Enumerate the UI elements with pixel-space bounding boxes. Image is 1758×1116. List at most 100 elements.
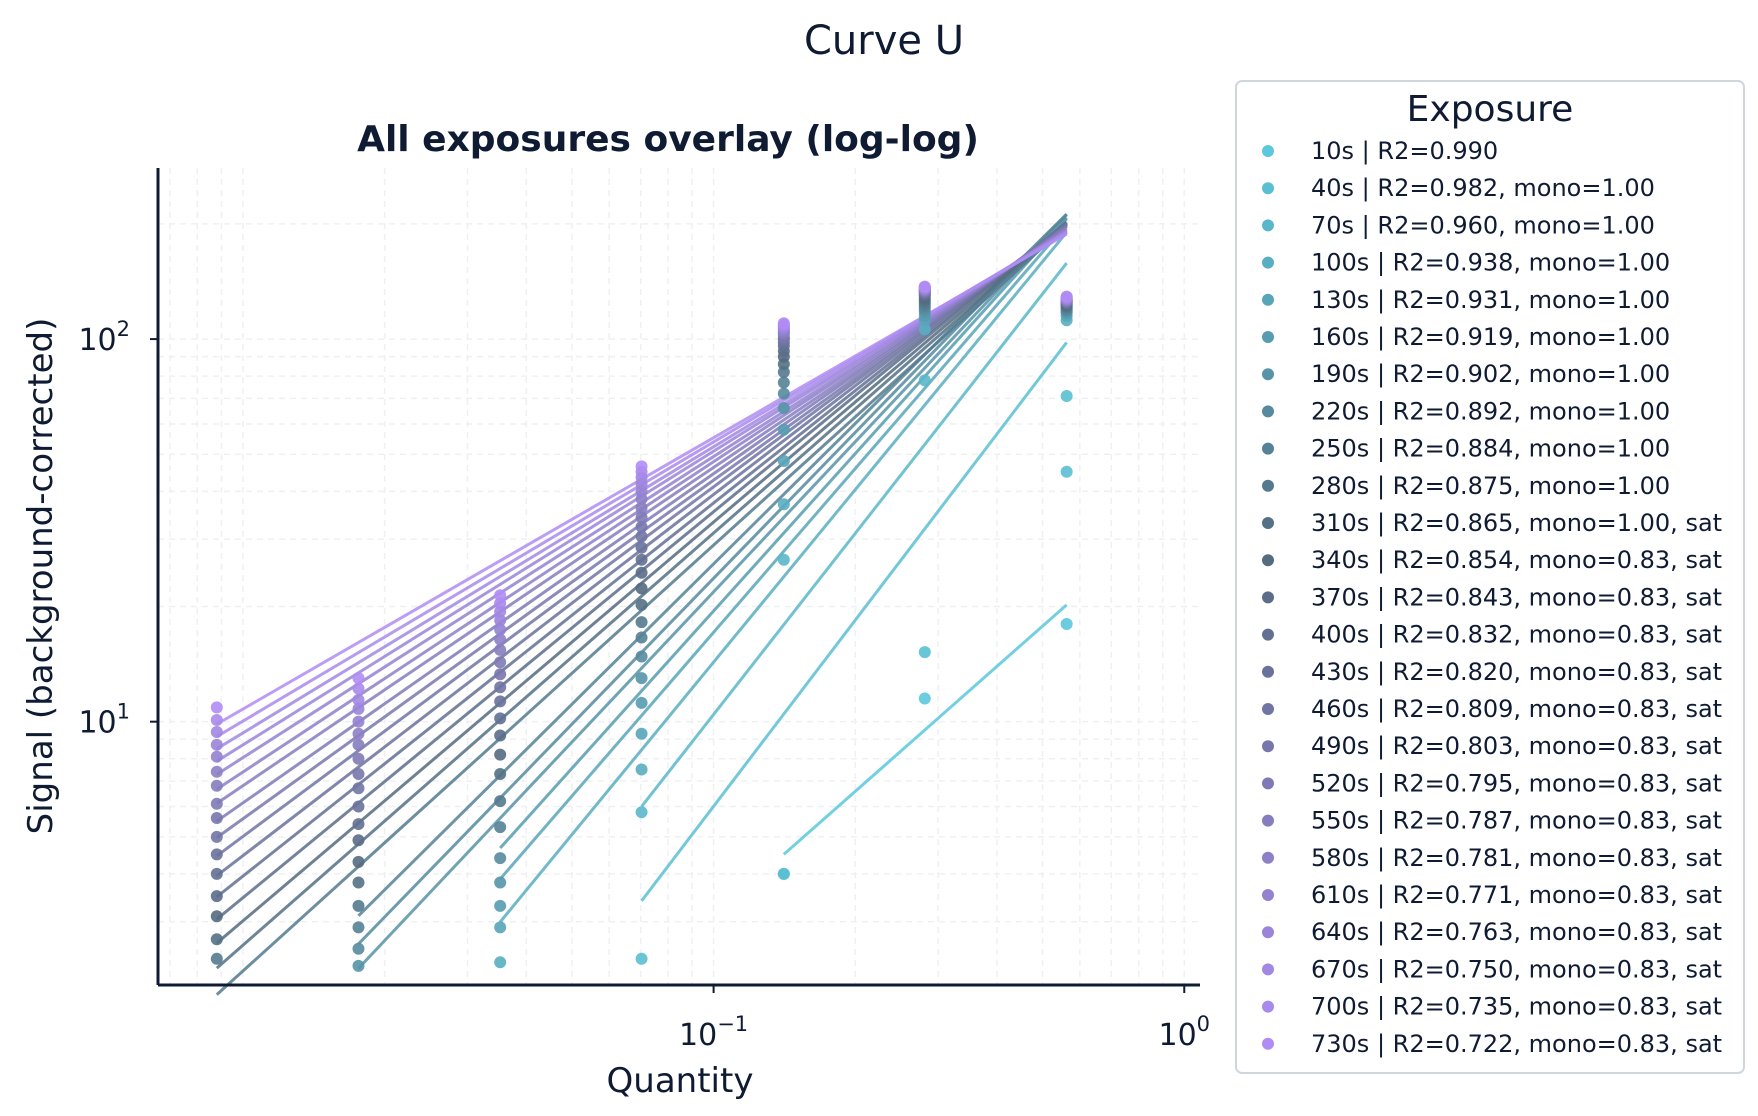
legend-label: 460s | R2=0.809, mono=0.83, sat bbox=[1311, 695, 1722, 723]
data-point bbox=[777, 498, 790, 511]
legend-marker bbox=[1262, 554, 1274, 567]
legend-marker bbox=[1262, 703, 1274, 715]
data-point bbox=[210, 750, 223, 763]
data-point bbox=[352, 672, 365, 685]
legend-label: 190s | R2=0.902, mono=1.00 bbox=[1311, 360, 1670, 388]
legend-label: 70s | R2=0.960, mono=1.00 bbox=[1311, 211, 1655, 239]
data-point bbox=[635, 650, 648, 663]
legend-marker bbox=[1262, 889, 1274, 901]
y-axis-label: Signal (background-corrected) bbox=[21, 318, 61, 835]
data-point bbox=[635, 631, 648, 644]
legend-marker bbox=[1262, 1037, 1274, 1050]
data-point bbox=[352, 715, 365, 728]
data-point bbox=[635, 553, 648, 566]
data-point bbox=[494, 623, 507, 636]
data-point bbox=[494, 643, 507, 656]
legend-marker bbox=[1262, 479, 1274, 492]
data-point bbox=[352, 782, 365, 795]
legend-items: 10s | R2=0.990 40s | R2=0.982, mono=1.00 7… bbox=[1262, 137, 1722, 1058]
legend-marker bbox=[1262, 219, 1274, 232]
fit-line bbox=[782, 603, 1068, 856]
fit-line bbox=[499, 231, 1068, 923]
legend-label: 430s | R2=0.820, mono=0.83, sat bbox=[1311, 658, 1722, 686]
data-point bbox=[210, 890, 223, 903]
data-point bbox=[777, 423, 790, 436]
figure-title: Curve U bbox=[804, 18, 964, 64]
legend-marker bbox=[1262, 293, 1274, 306]
data-point bbox=[352, 921, 365, 934]
data-point bbox=[210, 848, 223, 861]
data-point bbox=[494, 729, 507, 742]
data-point bbox=[352, 767, 365, 780]
legend-label: 130s | R2=0.931, mono=1.00 bbox=[1311, 286, 1670, 314]
data-point bbox=[494, 748, 507, 761]
data-point bbox=[352, 752, 365, 765]
data-point bbox=[635, 763, 648, 776]
data-point bbox=[777, 455, 790, 468]
data-point bbox=[635, 952, 648, 965]
legend: Exposure 10s | R2=0.990 40s | R2=0.982, m… bbox=[1235, 80, 1745, 1074]
data-point bbox=[352, 942, 365, 955]
fit-line bbox=[499, 223, 1068, 880]
data-point bbox=[210, 725, 223, 738]
data-point bbox=[494, 589, 507, 602]
data-point bbox=[918, 280, 931, 293]
data-point bbox=[494, 821, 507, 834]
data-point bbox=[494, 668, 507, 681]
data-point bbox=[352, 738, 365, 751]
axes bbox=[156, 168, 1200, 987]
data-point bbox=[635, 616, 648, 629]
legend-label: 580s | R2=0.781, mono=0.83, sat bbox=[1311, 844, 1722, 872]
legend-marker bbox=[1262, 405, 1274, 418]
legend-label: 280s | R2=0.875, mono=1.00 bbox=[1311, 472, 1670, 500]
legend-label: 220s | R2=0.892, mono=1.00 bbox=[1311, 397, 1670, 425]
data-point bbox=[210, 910, 223, 923]
data-point bbox=[777, 867, 790, 880]
data-point bbox=[352, 702, 365, 715]
data-point bbox=[777, 387, 790, 400]
data-point bbox=[635, 806, 648, 819]
data-point bbox=[352, 855, 365, 868]
data-point bbox=[494, 852, 507, 865]
data-point bbox=[210, 933, 223, 946]
legend-label: 40s | R2=0.982, mono=1.00 bbox=[1311, 174, 1655, 202]
legend-marker bbox=[1262, 926, 1274, 939]
legend-marker bbox=[1262, 963, 1274, 976]
legend-label: 550s | R2=0.787, mono=0.83, sat bbox=[1311, 807, 1722, 835]
legend-marker bbox=[1262, 517, 1274, 529]
legend-marker bbox=[1262, 145, 1274, 157]
y-tick-label: 101 bbox=[78, 700, 130, 741]
data-point bbox=[635, 511, 648, 524]
data-point bbox=[1060, 618, 1073, 631]
data-point bbox=[210, 765, 223, 778]
data-point bbox=[635, 598, 648, 611]
data-point bbox=[494, 956, 507, 969]
data-point bbox=[635, 566, 648, 579]
data-point bbox=[210, 797, 223, 810]
data-point bbox=[1060, 465, 1073, 478]
data-point bbox=[494, 695, 507, 708]
data-point bbox=[210, 812, 223, 825]
legend-label: 250s | R2=0.884, mono=1.00 bbox=[1311, 435, 1670, 463]
data-point bbox=[352, 727, 365, 740]
fit-line bbox=[499, 217, 1068, 850]
legend-label: 400s | R2=0.832, mono=0.83, sat bbox=[1311, 621, 1722, 649]
data-point bbox=[494, 656, 507, 669]
legend-marker bbox=[1262, 777, 1274, 790]
data-point bbox=[777, 317, 790, 330]
data-point bbox=[635, 696, 648, 709]
fit-line bbox=[357, 212, 1068, 917]
legend-marker bbox=[1262, 442, 1274, 455]
data-point bbox=[210, 867, 223, 880]
data-point bbox=[918, 646, 931, 659]
data-point bbox=[494, 712, 507, 725]
y-ticks: 101 102 bbox=[78, 317, 158, 741]
legend-label: 370s | R2=0.843, mono=0.83, sat bbox=[1311, 583, 1722, 611]
data-point bbox=[494, 614, 507, 627]
data-point bbox=[494, 876, 507, 889]
legend-label: 100s | R2=0.938, mono=1.00 bbox=[1311, 249, 1670, 277]
data-point bbox=[210, 830, 223, 843]
data-point bbox=[494, 795, 507, 808]
legend-marker bbox=[1262, 331, 1274, 343]
legend-marker bbox=[1262, 628, 1274, 641]
